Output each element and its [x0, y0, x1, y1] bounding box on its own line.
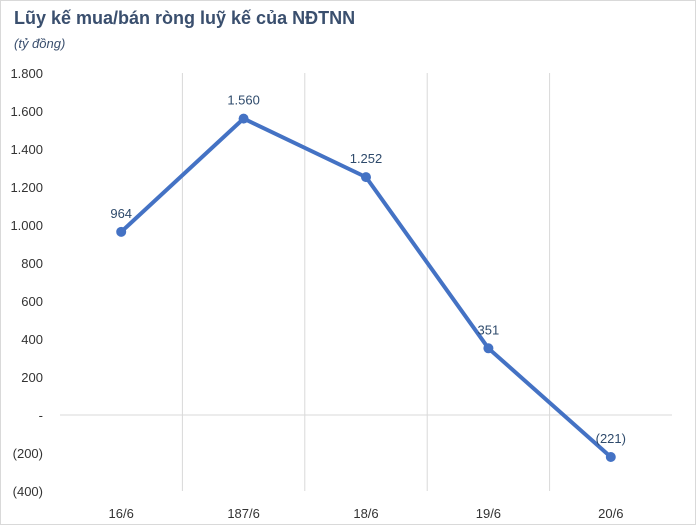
data-label: (221): [596, 431, 626, 446]
chart-subtitle: (tỷ đồng): [14, 36, 66, 51]
y-tick-label: 1.000: [10, 218, 43, 233]
y-tick-label: 600: [21, 294, 43, 309]
y-tick-label: 1.600: [10, 104, 43, 119]
data-label: 1.560: [227, 93, 260, 108]
y-axis: 1.800 1.600 1.400 1.200 1.000 800 600 400 200 - (2…: [10, 66, 43, 499]
y-tick-label: 1.400: [10, 142, 43, 157]
data-labels: 964 1.560 1.252 351 (221): [110, 93, 626, 446]
grid-lines: [60, 73, 672, 491]
y-tick-label: 800: [21, 256, 43, 271]
data-point: [238, 113, 249, 124]
data-label: 964: [110, 206, 132, 221]
series-group: [116, 113, 616, 462]
y-tick-label: (200): [13, 446, 43, 461]
data-point: [483, 343, 494, 354]
chart-title: Lũy kế mua/bán ròng luỹ kế của NĐTNN: [14, 8, 356, 28]
y-tick-label: -: [39, 408, 43, 423]
x-tick-label: 18/6: [353, 506, 378, 521]
data-label: 351: [478, 322, 500, 337]
y-tick-label: 1.800: [10, 66, 43, 81]
x-axis: 16/6 187/6 18/6 19/6 20/6: [109, 506, 624, 521]
data-point: [116, 226, 127, 237]
data-point: [605, 451, 616, 462]
x-tick-label: 16/6: [109, 506, 134, 521]
y-tick-label: 400: [21, 332, 43, 347]
data-point: [361, 172, 371, 183]
x-tick-label: 187/6: [227, 506, 260, 521]
y-tick-label: 200: [21, 370, 43, 385]
x-tick-label: 19/6: [476, 506, 501, 521]
y-tick-label: (400): [13, 484, 43, 499]
data-label: 1.252: [350, 151, 383, 166]
y-tick-label: 1.200: [10, 180, 43, 195]
x-tick-label: 20/6: [598, 506, 623, 521]
series-line: [119, 116, 613, 459]
